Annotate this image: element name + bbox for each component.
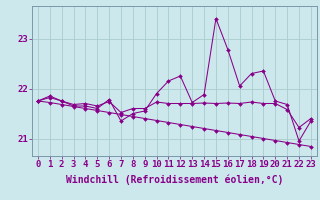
X-axis label: Windchill (Refroidissement éolien,°C): Windchill (Refroidissement éolien,°C) [66,175,283,185]
